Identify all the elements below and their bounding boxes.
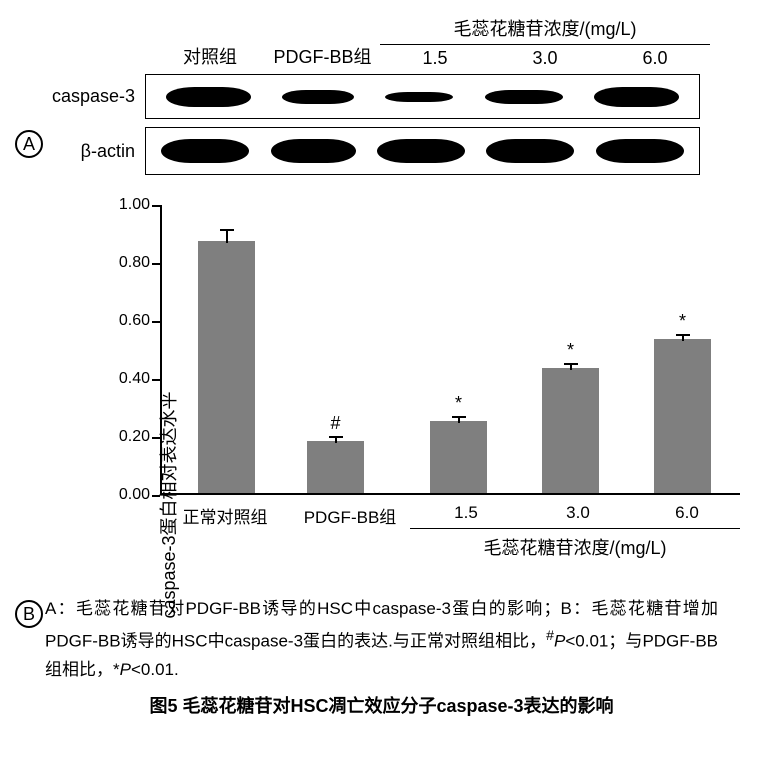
x-category-labels: 正常对照组 PDGF-BB组 1.5 3.0 6.0 <box>160 503 740 528</box>
y-tick-label: 0.00 <box>105 486 150 504</box>
bar <box>307 441 364 493</box>
x-label: PDGF-BB组 <box>290 503 410 528</box>
band <box>594 87 679 107</box>
x-group-box: 毛蕊花糖苷浓度/(mg/L) <box>410 528 740 560</box>
header-group-title: 毛蕊花糖苷浓度/(mg/L) <box>380 15 710 41</box>
x-label: 3.0 <box>522 503 634 528</box>
x-label: 1.5 <box>410 503 522 528</box>
error-bar <box>570 365 572 371</box>
error-bar <box>682 336 684 342</box>
error-bar <box>458 418 460 422</box>
band <box>271 139 356 163</box>
y-tick <box>152 495 160 497</box>
band <box>282 90 354 104</box>
significance-marker: * <box>455 393 462 414</box>
blot-label-caspase3: caspase-3 <box>20 86 145 107</box>
y-tick <box>152 321 160 323</box>
header-control: 对照组 <box>155 43 265 69</box>
bar <box>542 368 599 493</box>
header-underline <box>380 44 710 45</box>
error-cap <box>452 416 466 418</box>
p-italic: P <box>554 632 565 651</box>
blot-header-row: 对照组 PDGF-BB组 毛蕊花糖苷浓度/(mg/L) 1.5 3.0 6.0 <box>155 15 743 69</box>
band <box>377 139 465 163</box>
header-pdgf: PDGF-BB组 <box>265 43 380 69</box>
x-label: 6.0 <box>634 503 740 528</box>
y-tick-label: 0.20 <box>105 428 150 446</box>
header-dose-row: 1.5 3.0 6.0 <box>380 48 710 69</box>
y-tick-label: 0.60 <box>105 312 150 330</box>
bar <box>654 339 711 493</box>
blot-row-actin: β-actin <box>20 127 743 175</box>
figure-title: 图5 毛蕊花糖苷对HSC凋亡效应分子caspase-3表达的影响 <box>45 691 718 722</box>
header-dose-group: 毛蕊花糖苷浓度/(mg/L) 1.5 3.0 6.0 <box>380 15 710 69</box>
x-group-section: 毛蕊花糖苷浓度/(mg/L) <box>160 528 740 560</box>
p-italic: P <box>120 660 131 679</box>
dose-label: 3.0 <box>532 48 557 69</box>
hash-marker: # <box>546 628 554 644</box>
error-cap <box>564 363 578 365</box>
band <box>161 139 249 163</box>
bar <box>430 421 487 494</box>
error-bar <box>226 231 228 243</box>
dose-label: 6.0 <box>642 48 667 69</box>
y-tick-label: 0.80 <box>105 254 150 272</box>
band <box>166 87 251 107</box>
error-cap <box>329 436 343 438</box>
caption-text: <0.01. <box>131 660 179 679</box>
bar <box>198 241 255 493</box>
panel-a-western-blot: 对照组 PDGF-BB组 毛蕊花糖苷浓度/(mg/L) 1.5 3.0 6.0 … <box>20 15 743 175</box>
y-tick <box>152 379 160 381</box>
x-group-title: 毛蕊花糖苷浓度/(mg/L) <box>410 534 740 560</box>
y-tick <box>152 263 160 265</box>
error-cap <box>220 229 234 231</box>
error-bar <box>335 438 337 442</box>
blot-row-caspase3: caspase-3 <box>20 74 743 119</box>
blot-box-caspase3 <box>145 74 700 119</box>
band <box>486 139 574 163</box>
x-axis-line <box>160 493 740 495</box>
y-axis-line <box>160 205 162 495</box>
significance-marker: # <box>330 413 340 434</box>
significance-marker: * <box>567 340 574 361</box>
dose-label: 1.5 <box>422 48 447 69</box>
band <box>385 92 453 102</box>
significance-marker: * <box>679 311 686 332</box>
panel-b-label: B <box>15 600 43 628</box>
panel-b-barchart: caspase-3蛋白相对表达水平 0.000.200.400.600.801.… <box>80 205 743 560</box>
chart-plot-area: 0.000.200.400.600.801.00#*** <box>160 205 740 495</box>
y-tick <box>152 205 160 207</box>
y-tick <box>152 437 160 439</box>
x-group-line <box>410 528 740 529</box>
band <box>485 90 563 104</box>
band <box>596 139 684 163</box>
figure-caption: A：毛蕊花糖苷对PDGF-BB诱导的HSC中caspase-3蛋白的影响；B：毛… <box>20 595 743 722</box>
panel-a-label: A <box>15 130 43 158</box>
error-cap <box>676 334 690 336</box>
y-tick-label: 1.00 <box>105 196 150 214</box>
blot-box-actin <box>145 127 700 175</box>
y-tick-label: 0.40 <box>105 370 150 388</box>
